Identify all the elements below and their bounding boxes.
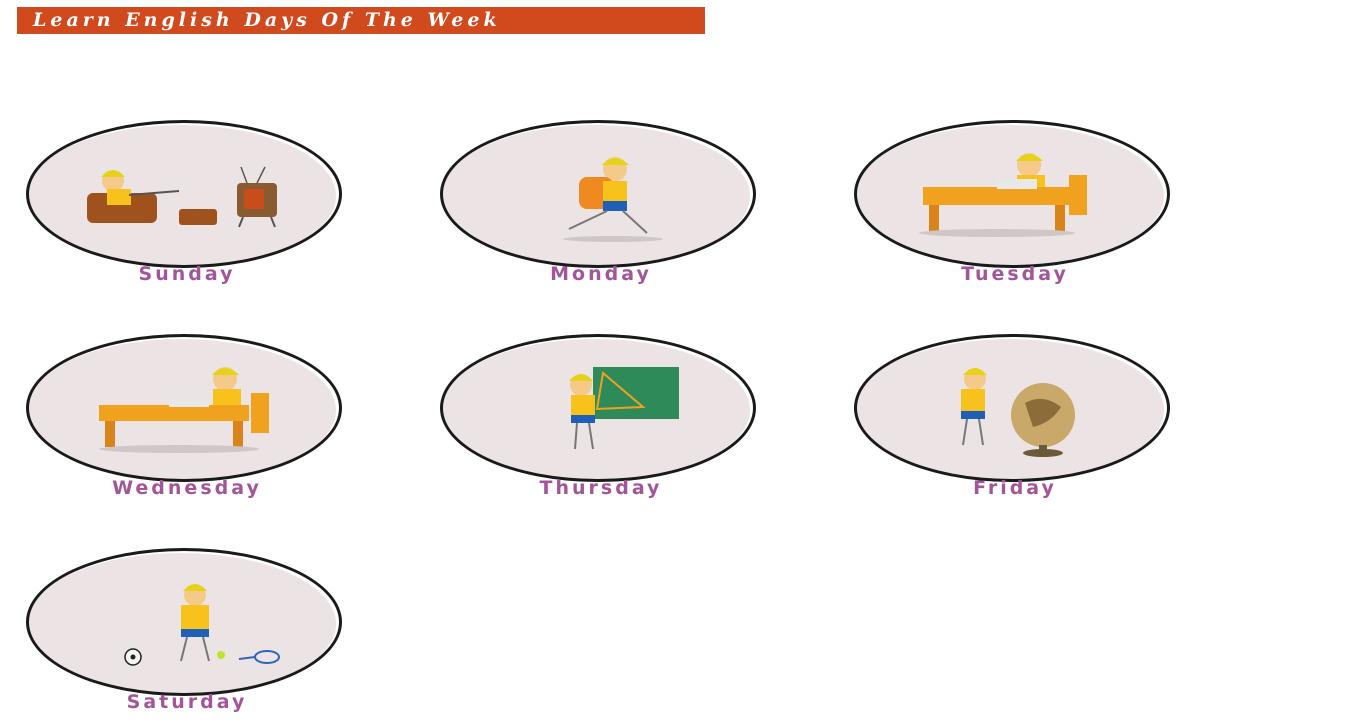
day-illustration-circle[interactable] [26,334,342,482]
day-label: Tuesday [961,263,1069,285]
boy-at-blackboard-icon [569,367,679,450]
day-illustration-circle[interactable] [26,548,342,696]
boy-writing-at-desk-icon [99,367,269,453]
boy-watching-tv-icon [87,166,277,228]
day-card-wednesday[interactable]: Wednesday [17,332,357,512]
boy-with-globe-icon [961,368,1075,457]
day-label: Saturday [126,691,248,713]
day-label: Sunday [138,263,236,285]
boy-reading-at-desk-icon [919,153,1087,237]
day-label: Thursday [539,477,663,499]
day-card-thursday[interactable]: Thursday [431,332,771,512]
boy-playing-sports-icon [124,584,280,666]
page-title: Learn English Days Of The Week [17,7,705,34]
day-card-saturday[interactable]: Saturday [17,546,357,725]
day-label: Friday [973,477,1057,499]
day-illustration-circle[interactable] [854,334,1170,482]
day-card-sunday[interactable]: Sunday [17,118,357,298]
day-card-friday[interactable]: Friday [845,332,1185,512]
day-card-tuesday[interactable]: Tuesday [845,118,1185,298]
day-illustration-circle[interactable] [854,120,1170,268]
boy-with-backpack-icon [563,157,663,242]
day-illustration-circle[interactable] [440,334,756,482]
day-card-monday[interactable]: Monday [431,118,771,298]
day-label: Wednesday [112,477,262,499]
day-label: Monday [550,263,652,285]
day-illustration-circle[interactable] [26,120,342,268]
day-illustration-circle[interactable] [440,120,756,268]
